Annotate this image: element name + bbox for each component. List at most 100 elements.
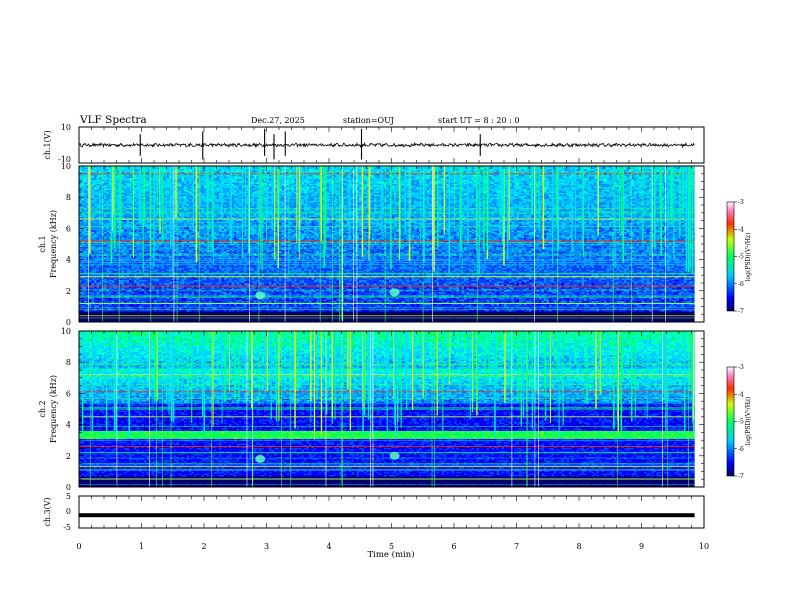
spectrogram-cell [92,175,95,177]
spectrogram-cell [94,220,97,222]
ch1-waveform-panel: 10 -10 ch.1(V) [43,123,704,164]
spectrogram-cell [94,271,97,273]
spectrogram-cell [94,292,97,294]
spectrogram-cell [94,178,97,180]
spectrogram-cell [89,310,92,312]
spectrogram-cell [97,246,100,248]
spectrogram-cell [84,204,87,206]
spectrogram-cell [92,168,95,170]
spectrogram-cell [82,184,85,186]
spectrogram-cell [92,294,95,296]
spectrogram-cell [97,313,100,315]
spectrogram-cell [82,190,85,192]
spectrogram-cell [82,180,85,182]
spectrogram-cell [84,234,87,236]
spectrogram-cell [94,199,97,201]
spectrogram-cell [94,195,97,197]
spectrogram-cell [84,316,87,318]
spectrogram-cell [82,318,85,320]
spectrogram-cell [97,195,100,197]
spectrogram-cell [97,225,100,227]
spectrogram-cell [92,193,95,195]
spectrogram-cell [97,171,100,173]
spectrogram-cell [92,318,95,320]
spectrogram-cell [97,222,100,224]
spectrogram-cell [92,234,95,236]
spectrogram-cell [92,178,95,180]
spectrogram-cell [82,192,85,194]
spectrogram-cell [82,277,85,279]
spectrogram-cell [92,220,95,222]
spectrogram-cell [84,279,87,281]
spectrogram-cell [94,228,97,230]
spectrogram-cell [82,268,85,270]
ch1-waveform-ylabel: ch.1(V) [43,130,52,159]
spectrogram-cell [92,229,95,231]
spectrogram-cell [82,292,85,294]
spectrogram-cell [84,304,87,306]
spectrogram-cell [92,187,95,189]
spectrogram-cell [92,216,95,218]
spectrogram-cell [97,223,100,225]
spectrogram-cell [92,210,95,212]
spectrogram-cell [94,235,97,237]
spectrogram-cell [89,270,92,272]
spectrogram-cell [89,312,92,314]
spectrogram-cell [94,247,97,249]
spectrogram-cell [97,289,100,291]
spectrogram-cell [84,214,87,216]
spectrogram-cell [84,223,87,225]
spectrogram-cell [92,300,95,302]
spectrogram-cell [97,183,100,185]
spectrogram-cell [94,223,97,225]
spectrogram-cell [97,210,100,212]
spectrogram-cell [92,288,95,290]
spectrogram-cell [84,171,87,173]
spectrogram-cell [94,304,97,306]
spectrogram-cell [92,198,95,200]
spectrogram-cell [97,270,100,272]
spectrogram-cell [84,265,87,267]
spectrogram-cell [94,318,97,320]
spectrogram-cell [97,180,100,182]
spectrogram-cell [92,292,95,294]
spectrogram-cell [94,316,97,318]
spectrogram-cell [84,291,87,293]
spectrogram-cell [92,180,95,182]
spectrogram-cell [84,184,87,186]
spectrogram-cell [84,183,87,185]
spectrogram-cell [94,256,97,258]
spectrogram-cell [94,283,97,285]
spectrogram-cell [84,289,87,291]
spectrogram-cell [84,217,87,219]
ch1-ytick-top: 10 [61,123,71,132]
spectrogram-cell [97,319,100,321]
spectrogram-cell [92,192,95,194]
spectrogram-cell [82,232,85,234]
spectrogram-cell [92,190,95,192]
spectrogram-cell [84,283,87,285]
spectrogram-cell [97,312,100,314]
spectrogram-cell [89,301,92,303]
spectrogram-cell [82,279,85,281]
spectrogram-cell [99,183,102,185]
spectrogram-cell [94,192,97,194]
spectrogram-cell [92,250,95,252]
spectrogram-cell [94,204,97,206]
spectrogram-cell [97,316,100,318]
spectrogram-cell [92,195,95,197]
spectrogram-cell [92,306,95,308]
spectrogram-cell [92,177,95,179]
spectrogram-cell [94,193,97,195]
spectrogram-cell [92,268,95,270]
spectrogram-cell [84,216,87,218]
spectrogram-cell [99,168,102,170]
spectrogram-cell [97,228,100,230]
spectrogram-cell [94,270,97,272]
spectrogram-cell [94,184,97,186]
spectrogram-cell [89,274,92,276]
spectrogram-cell [92,186,95,188]
spectrogram-cell [97,237,100,239]
spectrogram-cell [92,313,95,315]
spectrogram-cell [97,274,100,276]
